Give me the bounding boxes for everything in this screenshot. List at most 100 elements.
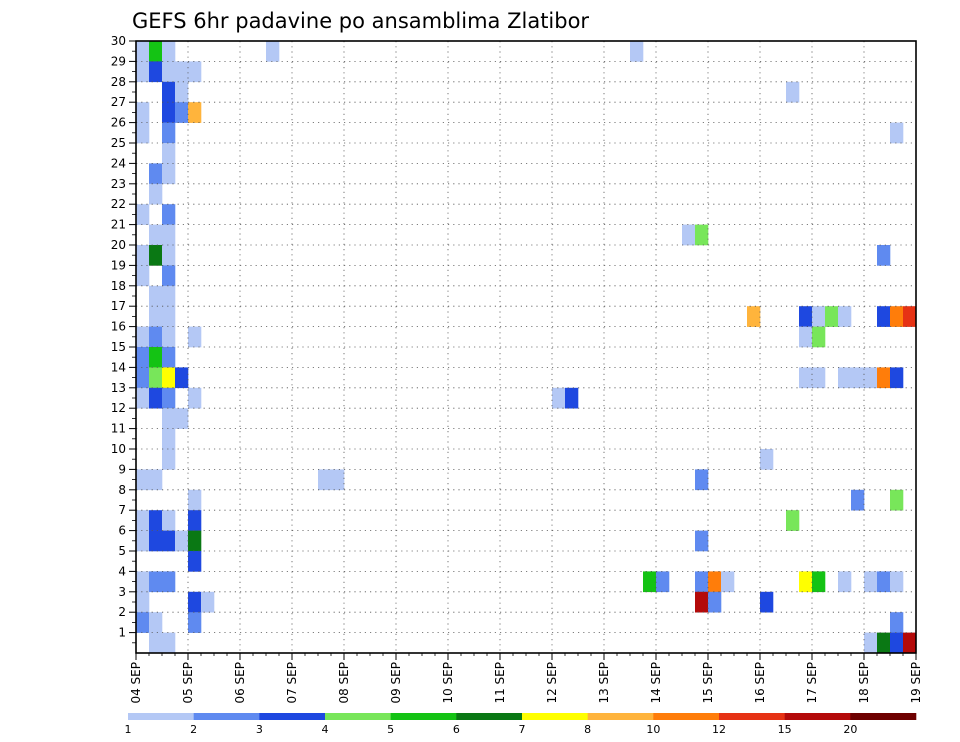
- heatmap-cell: [708, 571, 722, 593]
- heatmap-cell: [825, 306, 839, 327]
- heatmap-cell: [890, 367, 904, 389]
- y-tick-label: 26: [111, 116, 126, 130]
- heatmap-cell: [851, 489, 865, 511]
- colorbar-swatch: [325, 713, 391, 720]
- y-tick-label: 5: [118, 544, 126, 558]
- heatmap-cell: [162, 306, 176, 327]
- heatmap-cell: [136, 265, 150, 287]
- x-tick-label: 05 SEP: [181, 662, 195, 704]
- colorbar-swatch: [784, 713, 851, 720]
- heatmap-cell: [630, 41, 644, 62]
- colorbar-swatch: [850, 713, 917, 720]
- colorbar-swatch: [259, 713, 326, 720]
- y-tick-label: 13: [111, 381, 126, 395]
- y-tick-label: 22: [111, 197, 126, 211]
- heatmap-cell: [799, 306, 813, 327]
- heatmap-cell: [162, 245, 176, 266]
- heatmap-cell: [149, 245, 163, 266]
- heatmap-cell: [318, 469, 332, 491]
- colorbar-label: 8: [584, 723, 591, 736]
- heatmap-cell: [149, 326, 163, 348]
- heatmap-cell: [188, 387, 202, 409]
- y-tick-label: 24: [111, 156, 126, 170]
- heatmap-cell: [162, 326, 176, 348]
- y-tick-label: 14: [111, 360, 126, 374]
- heatmap-cell: [162, 632, 176, 654]
- heatmap-cell: [162, 347, 176, 368]
- heatmap-cell: [188, 510, 202, 531]
- heatmap-cell: [149, 530, 163, 552]
- x-tick-label: 09 SEP: [389, 662, 403, 704]
- heatmap-cell: [188, 102, 202, 123]
- heatmap-cells: [136, 41, 917, 654]
- heatmap-cell: [149, 469, 163, 491]
- heatmap-cell: [851, 367, 865, 389]
- heatmap-cell: [812, 326, 826, 348]
- heatmap-cell: [864, 571, 878, 593]
- x-tick-label: 07 SEP: [285, 662, 299, 704]
- y-tick-label: 29: [111, 54, 126, 68]
- x-tick-label: 08 SEP: [337, 662, 351, 704]
- heatmap-cell: [162, 143, 176, 164]
- colorbar-swatch: [522, 713, 588, 720]
- grid-lines: [136, 40, 916, 653]
- heatmap-cell: [136, 204, 150, 225]
- colorbar-swatch: [456, 713, 523, 720]
- heatmap-cell: [136, 612, 150, 633]
- colorbar-label: 2: [190, 723, 197, 736]
- heatmap-cell: [565, 387, 579, 409]
- heatmap-cell: [136, 326, 150, 348]
- heatmap-cell: [188, 612, 202, 633]
- heatmap-cell: [682, 224, 696, 246]
- heatmap-cell: [162, 367, 176, 389]
- x-tick-label: 13 SEP: [597, 662, 611, 704]
- heatmap-cell: [695, 224, 709, 246]
- heatmap-cell: [695, 530, 709, 552]
- heatmap-cell: [812, 367, 826, 389]
- heatmap-cell: [136, 591, 150, 613]
- heatmap-cell: [695, 591, 709, 613]
- heatmap-cell: [162, 81, 176, 103]
- heatmap-cell: [136, 510, 150, 531]
- heatmap-cell: [162, 449, 176, 470]
- heatmap-cell: [864, 367, 878, 389]
- heatmap-cell: [890, 122, 904, 144]
- heatmap-cell: [175, 81, 189, 103]
- heatmap-cell: [188, 530, 202, 552]
- y-tick-label: 25: [111, 136, 126, 150]
- heatmap-cell: [162, 122, 176, 144]
- y-tick-label: 17: [111, 299, 126, 313]
- heatmap-cell: [552, 387, 566, 409]
- colorbar-label: 4: [322, 723, 329, 736]
- heatmap-cell: [149, 285, 163, 307]
- y-tick-label: 18: [111, 279, 126, 293]
- colorbar-label: 5: [387, 723, 394, 736]
- y-tick-label: 30: [111, 34, 126, 48]
- y-tick-label: 27: [111, 95, 126, 109]
- heatmap-cell: [175, 367, 189, 389]
- heatmap-cell: [149, 387, 163, 409]
- heatmap-cell: [162, 510, 176, 531]
- heatmap-cell: [760, 449, 774, 470]
- heatmap-cell: [162, 285, 176, 307]
- colorbar-label: 1: [125, 723, 132, 736]
- x-tick-label: 04 SEP: [129, 662, 143, 704]
- heatmap-cell: [162, 387, 176, 409]
- colorbar-label: 7: [519, 723, 526, 736]
- heatmap-cell: [760, 591, 774, 613]
- heatmap-cell: [747, 306, 761, 327]
- heatmap-cell: [149, 183, 163, 205]
- heatmap-cell: [162, 428, 176, 450]
- y-tick-label: 28: [111, 75, 126, 89]
- colorbar-swatch: [587, 713, 654, 720]
- y-tick-label: 6: [118, 524, 126, 538]
- heatmap-cell: [877, 571, 891, 593]
- heatmap-cell: [149, 510, 163, 531]
- heatmap-cell: [162, 61, 176, 83]
- heatmap-cell: [175, 102, 189, 123]
- heatmap-cell: [149, 224, 163, 246]
- colorbar-label: 15: [778, 723, 792, 736]
- x-tick-label: 10 SEP: [441, 662, 455, 704]
- heatmap-cell: [201, 591, 215, 613]
